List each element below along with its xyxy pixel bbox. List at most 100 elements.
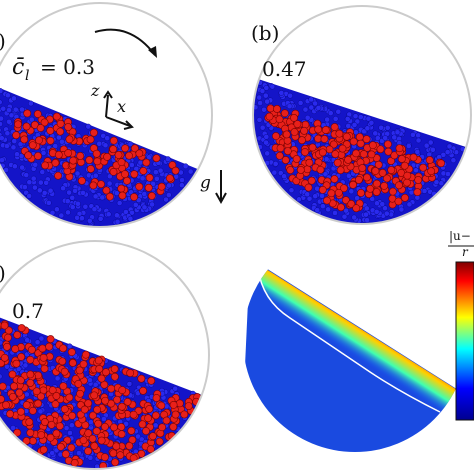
particle: [102, 186, 111, 195]
particle: [121, 170, 129, 179]
particle: [97, 436, 106, 445]
particle: [135, 182, 144, 191]
particle: [56, 442, 65, 451]
particle: [288, 187, 295, 194]
particle: [35, 136, 43, 145]
particle: [95, 365, 104, 373]
particle: [82, 350, 90, 359]
particle: [26, 193, 33, 199]
velocity-field: [243, 258, 467, 452]
particle: [8, 370, 17, 379]
particle: [263, 139, 269, 146]
particle: [257, 100, 263, 106]
particle: [102, 368, 110, 377]
particle: [4, 130, 11, 137]
particle: [28, 116, 35, 123]
particle: [58, 357, 67, 366]
particle: [96, 140, 103, 147]
particle: [0, 395, 5, 404]
particle: [85, 123, 92, 130]
particle: [97, 374, 106, 383]
particle: [80, 190, 86, 196]
particle: [0, 88, 4, 94]
particle: [78, 176, 86, 185]
particle: [10, 425, 16, 431]
particle: [341, 213, 348, 220]
particle: [39, 445, 48, 454]
contour-line: [257, 267, 441, 413]
particle: [32, 387, 41, 396]
particle: [139, 386, 147, 395]
particle: [182, 163, 189, 170]
particle: [152, 411, 160, 420]
particle: [401, 193, 409, 202]
particle: [97, 215, 104, 222]
particle: [376, 145, 385, 154]
particle: [40, 364, 49, 373]
particle: [110, 365, 119, 373]
particle: [334, 188, 343, 197]
particle: [93, 405, 102, 414]
particle: [117, 430, 126, 439]
particle: [76, 152, 85, 160]
particle: [60, 405, 69, 413]
particle: [23, 109, 32, 118]
particle: [344, 116, 351, 122]
particle: [49, 450, 56, 456]
particle: [262, 92, 269, 99]
drum-outline: [0, 240, 210, 470]
particle: [301, 148, 309, 156]
particle: [388, 187, 397, 196]
particle: [22, 401, 31, 409]
particle: [0, 353, 9, 362]
particle: [414, 176, 423, 184]
particle: [166, 182, 172, 189]
particle: [261, 106, 267, 113]
particle: [372, 188, 381, 196]
particle: [125, 151, 133, 160]
particle: [36, 187, 43, 194]
particle: [335, 108, 342, 115]
particle: [28, 406, 37, 415]
particle: [278, 90, 285, 96]
particle: [26, 379, 35, 387]
particle: [304, 191, 311, 198]
particle: [10, 382, 18, 391]
particle: [65, 209, 71, 216]
particle: [338, 144, 347, 153]
particle: [61, 450, 70, 459]
particle: [65, 393, 74, 402]
particle: [80, 405, 89, 414]
particle: [397, 155, 406, 163]
particle: [39, 353, 48, 362]
particle: [286, 103, 293, 110]
particle: [69, 204, 76, 210]
particle: [283, 147, 292, 155]
particle: [89, 411, 97, 420]
particle: [372, 130, 379, 137]
particle: [366, 184, 375, 193]
particle: [296, 196, 302, 203]
particle: [0, 105, 7, 112]
particle: [103, 152, 112, 161]
particle: [171, 166, 180, 175]
particle: [137, 374, 146, 383]
particle: [19, 106, 25, 113]
particle: [48, 386, 57, 395]
particle: [145, 405, 154, 413]
particle: [102, 142, 109, 149]
particle: [22, 122, 31, 131]
particle: [265, 112, 274, 121]
particle: [433, 179, 440, 186]
particle: [264, 98, 270, 105]
particle: [384, 140, 392, 149]
particle: [379, 201, 386, 207]
particle: [109, 449, 118, 458]
particle: [109, 136, 118, 145]
particle: [105, 211, 112, 218]
particle: [58, 212, 65, 219]
particle: [304, 114, 311, 121]
particle: [67, 348, 76, 357]
particle: [147, 192, 156, 200]
particle: [256, 94, 263, 101]
